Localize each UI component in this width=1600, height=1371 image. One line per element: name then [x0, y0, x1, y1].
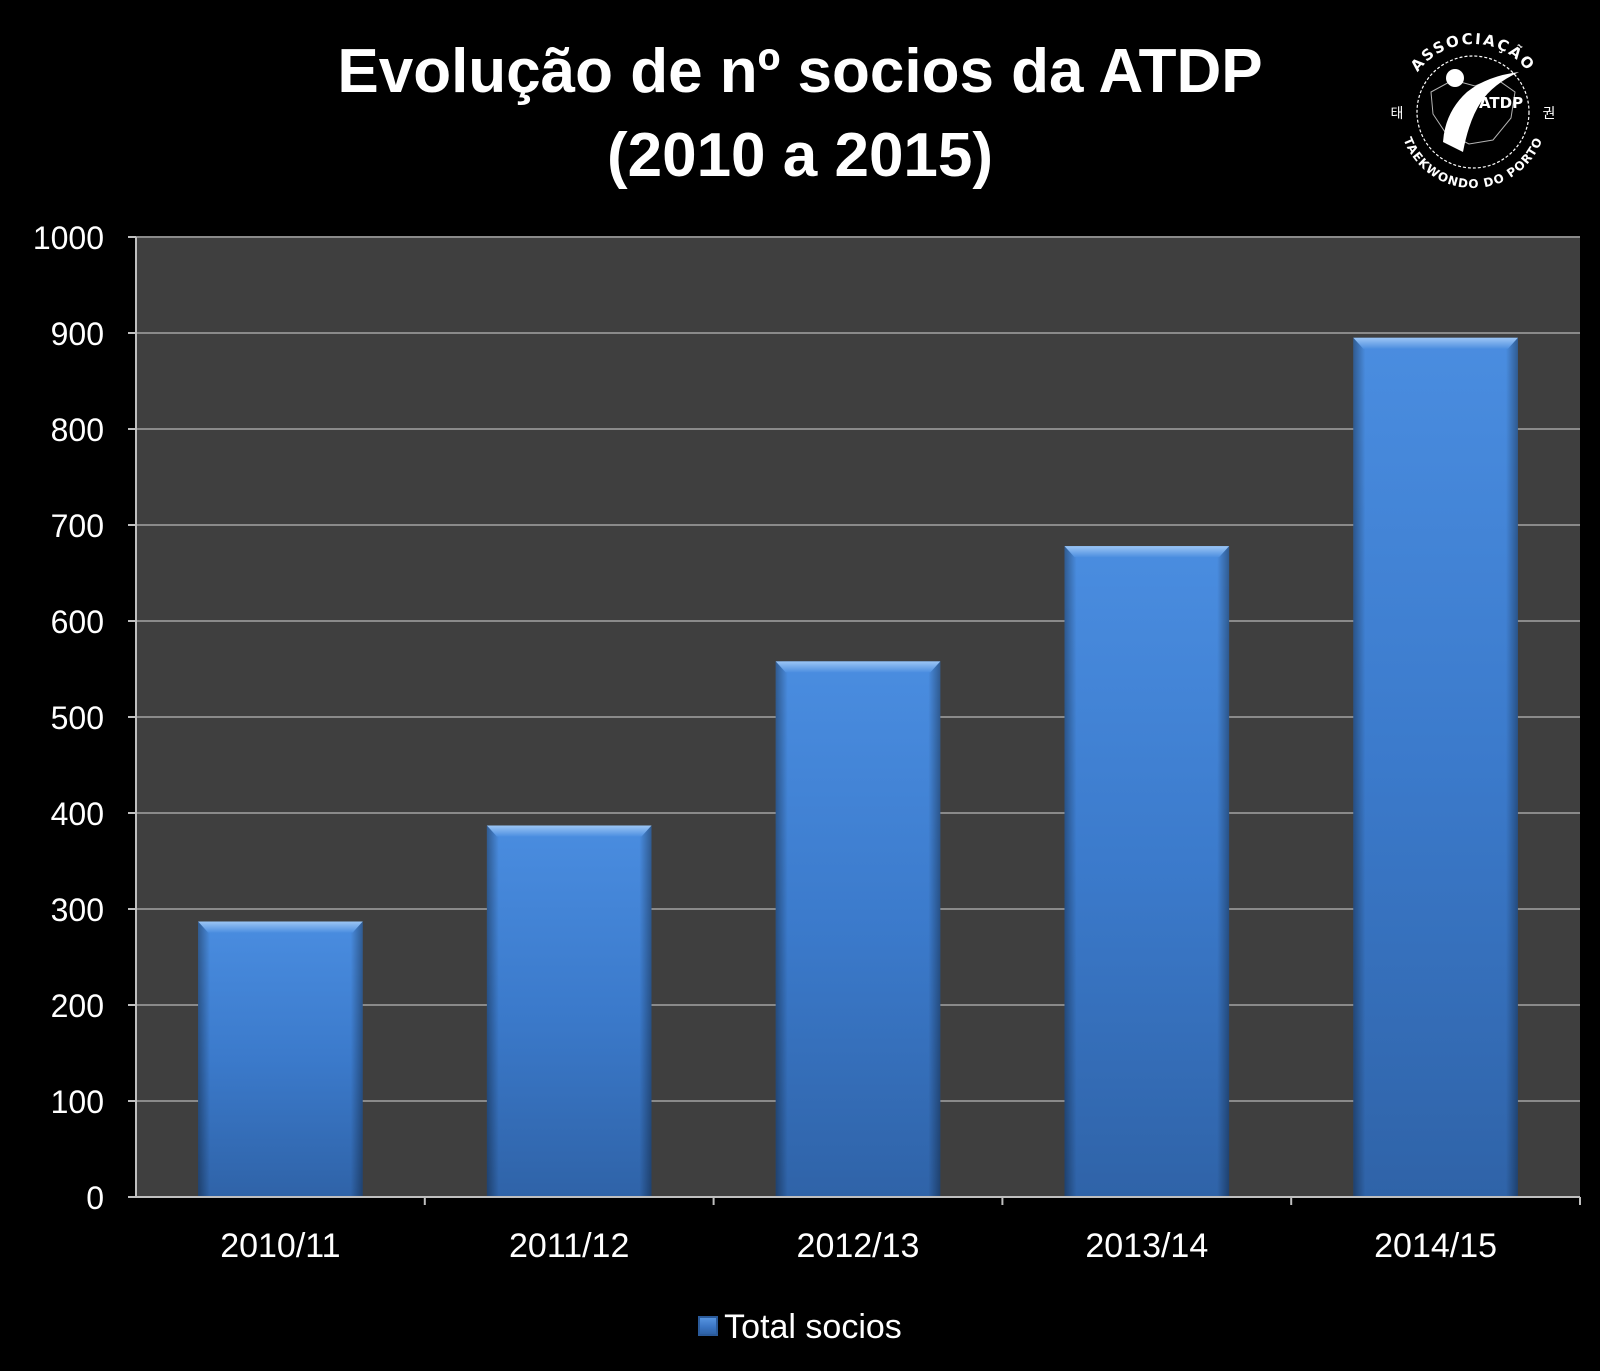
- bar-top-bevel: [486, 825, 652, 837]
- bar-top-bevel: [1064, 546, 1230, 558]
- chart-title-line-2: (2010 a 2015): [606, 121, 994, 190]
- bar-2014-15: [1353, 337, 1518, 1197]
- logo-right-glyph: 권: [1543, 106, 1556, 122]
- atdp-logo: ASSOCIAÇÃO TAEKWONDO DO PORTO ATDP 태 권: [1391, 30, 1556, 191]
- x-tick-label: 2014/15: [1374, 1227, 1497, 1265]
- legend-label-total-socios: Total socios: [724, 1308, 902, 1346]
- y-tick-label: 100: [51, 1084, 104, 1120]
- bars: [198, 337, 1518, 1197]
- bar-group-2012-13: [775, 661, 941, 1197]
- bar-group-2010-11: [198, 921, 363, 1197]
- bar-top-bevel: [775, 661, 941, 673]
- bar-2011-12: [486, 825, 652, 1197]
- logo-center-text: ATDP: [1479, 94, 1523, 112]
- y-tick-label: 800: [51, 412, 104, 448]
- bar-bevel-right: [928, 661, 941, 1197]
- bar-2013-14: [1064, 546, 1230, 1197]
- legend: Total socios: [0, 1305, 1600, 1349]
- bar-group-2011-12: [486, 825, 652, 1197]
- bar-bevel-left: [1353, 337, 1366, 1197]
- x-tick-label: 2012/13: [797, 1227, 920, 1265]
- y-tick-label: 0: [86, 1180, 104, 1216]
- y-tick-label: 700: [51, 508, 104, 544]
- y-tick-label: 300: [51, 892, 104, 928]
- bar-bevel-right: [1217, 546, 1230, 1197]
- chart-title: Evolução de nº socios da ATDP (2010 a 20…: [0, 30, 1600, 198]
- bar-group-2013-14: [1064, 546, 1230, 1197]
- bar-2010-11: [198, 921, 363, 1197]
- bar-bevel-left: [198, 921, 211, 1197]
- x-tick-label: 2011/12: [509, 1227, 629, 1265]
- bar-bevel-left: [486, 825, 499, 1197]
- bar-top-bevel: [198, 921, 363, 933]
- y-tick-label: 600: [51, 604, 104, 640]
- bar-group-2014-15: [1353, 337, 1518, 1197]
- bar-bevel-left: [1064, 546, 1077, 1197]
- axes: 0 100 200 300 400 500 600 700 800 900 1000 2010/11 2…: [33, 220, 1581, 1265]
- y-tick-label: 400: [51, 796, 104, 832]
- legend-swatch-total-socios: [698, 1316, 719, 1336]
- logo-left-glyph: 태: [1391, 106, 1404, 122]
- y-tick-label: 1000: [33, 220, 104, 256]
- bar-2012-13: [775, 661, 941, 1197]
- bar-bevel-right: [639, 825, 652, 1197]
- y-tick-label: 200: [51, 988, 104, 1024]
- x-tick-label: 2010/11: [220, 1227, 340, 1265]
- y-tick-label: 500: [51, 700, 104, 736]
- bar-bevel-right: [350, 921, 363, 1197]
- chart-title-line-1: Evolução de nº socios da ATDP: [337, 37, 1263, 106]
- bar-top-bevel: [1353, 337, 1518, 349]
- x-tick-label: 2013/14: [1085, 1227, 1208, 1265]
- y-tick-label: 900: [51, 316, 104, 352]
- bar-bevel-right: [1505, 337, 1518, 1197]
- bar-bevel-left: [775, 661, 788, 1197]
